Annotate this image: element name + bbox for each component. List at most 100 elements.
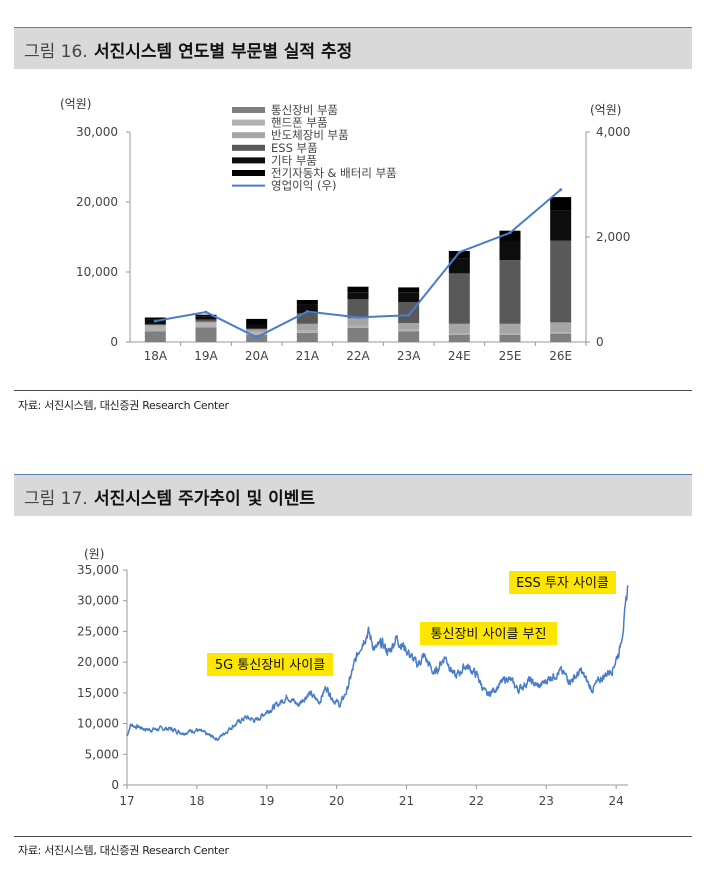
bar-segment (347, 328, 369, 342)
event-highlight (420, 622, 557, 645)
right-tick-label: 0 (596, 335, 604, 349)
bar-segment (296, 332, 318, 342)
bar-segment (347, 318, 369, 326)
right-tick-label: 2,000 (596, 230, 630, 244)
x-tick-label: 21A (296, 349, 320, 363)
bar-segment (550, 322, 572, 333)
bar-segment (448, 251, 470, 259)
figure16-source-rule (14, 390, 692, 391)
figure17-source-rule (14, 836, 692, 837)
bar-segment (550, 333, 572, 342)
bar-segment (144, 324, 166, 327)
figure16-source: 자료: 서진시스템, 대신증권 Research Center (18, 399, 229, 412)
y-tick-label: 0 (111, 778, 119, 792)
legend-label: 전기자동차 & 배터리 부품 (271, 166, 397, 180)
figure16-header: 그림 16. 서진시스템 연도별 부문별 실적 추정 (14, 27, 692, 69)
bar-segment (398, 329, 420, 332)
x-tick-label: 18A (144, 349, 168, 363)
bar-segment (550, 240, 572, 323)
y-tick-label: 5,000 (85, 747, 119, 761)
bar-segment (448, 333, 470, 335)
x-tick-label: 21 (399, 794, 414, 808)
bar-segment (246, 332, 268, 335)
bar-segment (195, 314, 217, 317)
left-axis-unit: (억원) (60, 97, 91, 111)
y-tick-label: 15,000 (77, 686, 119, 700)
y-tick-label: 35,000 (77, 563, 119, 577)
line-point (153, 319, 157, 323)
bar-segment (246, 328, 268, 330)
x-tick-label: 19A (194, 349, 218, 363)
line-point (407, 313, 411, 317)
event-highlight (207, 653, 333, 676)
bar-segment (347, 292, 369, 300)
stock-price-line (126, 585, 629, 742)
bar-segment (448, 258, 470, 274)
bar-segment (347, 325, 369, 328)
figure16-number: 그림 16. (24, 42, 88, 62)
legend-label: 영업이익 (우) (271, 179, 337, 193)
figure17-source: 자료: 서진시스템, 대신증권 Research Center (18, 844, 229, 857)
bar-segment (448, 323, 470, 334)
right-axis-unit: (억원) (590, 103, 621, 117)
legend-label: 핸드폰 부품 (271, 116, 328, 130)
event-highlight (509, 571, 616, 594)
bar-segment (398, 287, 420, 293)
x-tick-label: 24E (448, 349, 471, 363)
bar-segment (296, 313, 318, 324)
x-tick-label: 22A (346, 349, 370, 363)
bar-segment (144, 331, 166, 342)
x-tick-label: 24 (608, 794, 623, 808)
legend-swatch (232, 119, 265, 126)
y-axis-unit: (원) (84, 547, 104, 561)
left-tick-label: 0 (110, 335, 118, 349)
line-point (204, 310, 208, 314)
bar-segment (246, 329, 268, 333)
left-tick-label: 20,000 (76, 195, 118, 209)
y-tick-label: 25,000 (77, 624, 119, 638)
bar-segment (195, 316, 217, 320)
figure16-title: 서진시스템 연도별 부문별 실적 추정 (94, 42, 353, 62)
bar-segment (195, 319, 217, 322)
x-tick-label: 18 (189, 794, 204, 808)
x-tick-label: 20 (329, 794, 344, 808)
line-point (508, 231, 512, 235)
bar-segment (144, 326, 166, 332)
legend-label: 기타 부품 (271, 153, 317, 167)
x-tick-label: 19 (259, 794, 274, 808)
event-label: 5G 통신장비 사이클 (215, 658, 325, 673)
legend-swatch (232, 157, 265, 164)
legend-swatch (232, 170, 265, 176)
line-point (356, 315, 360, 319)
x-tick-label: 23 (539, 794, 554, 808)
x-tick-label: 25E (499, 349, 522, 363)
y-tick-label: 20,000 (77, 655, 119, 669)
x-tick-label: 17 (119, 794, 134, 808)
legend-swatch (232, 132, 265, 139)
x-tick-label: 26E (549, 349, 572, 363)
bar-segment (398, 331, 420, 342)
legend-swatch (232, 144, 265, 151)
bar-segment (499, 323, 521, 334)
figure17-header: 그림 17. 서진시스템 주가추이 및 이벤트 (14, 474, 692, 516)
bar-segment (448, 335, 470, 342)
bar-segment (550, 210, 572, 241)
bar-segment (296, 330, 318, 333)
bar-segment (499, 333, 521, 335)
figure17-chart: (원) 0 5,000 10,000 15,000 20,000 25,000 30,000… (77, 547, 629, 808)
bar-segment (347, 299, 369, 319)
bar-segment (499, 230, 521, 241)
bar-segment (550, 332, 572, 334)
bar-segment (398, 323, 420, 330)
bar-segment (195, 327, 217, 342)
figure16-chart: (억원) (억원) 0 10,000 20,000 30,000 0 2,000 4,000… (60, 97, 630, 363)
bar-segment (398, 292, 420, 303)
event-label: 통신장비 사이클 부진 (431, 627, 547, 642)
x-tick-label: 20A (245, 349, 269, 363)
bar-segment (195, 321, 217, 324)
bar-segment (296, 323, 318, 331)
event-label: ESS 투자 사이클 (516, 576, 609, 591)
left-tick-label: 10,000 (76, 265, 118, 279)
bar-segment (347, 286, 369, 293)
